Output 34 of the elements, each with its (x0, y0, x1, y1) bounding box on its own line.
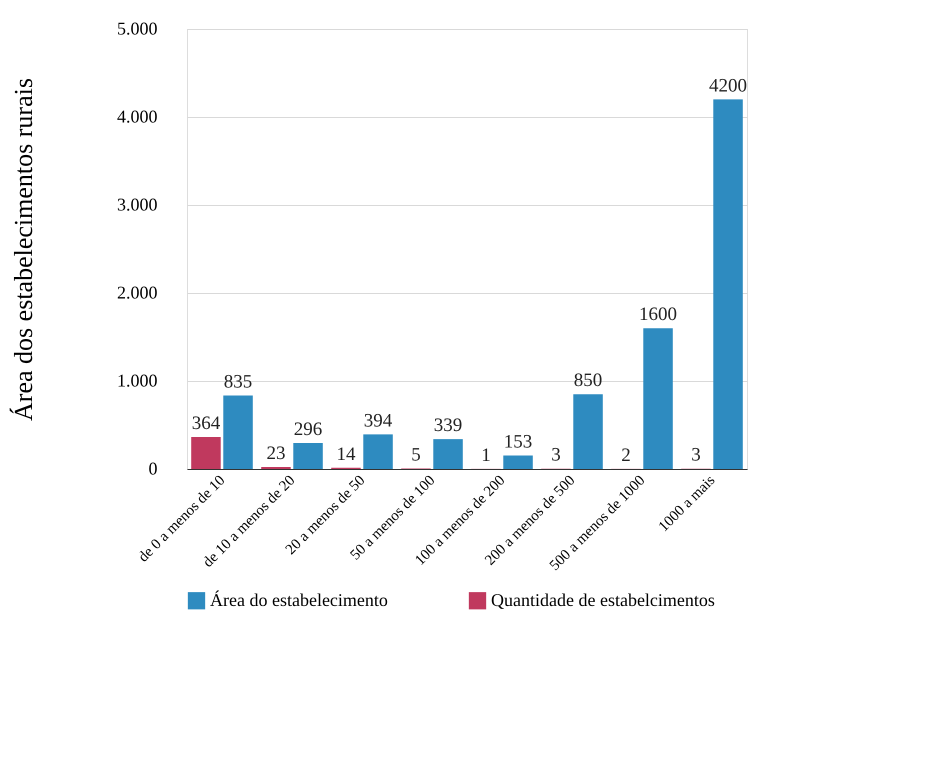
data-label: 1 (481, 444, 491, 466)
y-tick-label: 4.000 (117, 106, 158, 126)
data-label: 3 (551, 444, 561, 466)
data-label: 1600 (639, 304, 678, 326)
data-label: 23 (266, 442, 286, 464)
y-axis-title: Área dos estabelecimentos rurais (9, 78, 38, 421)
data-label: 2 (621, 444, 631, 466)
bar (191, 436, 221, 469)
data-label: 394 (364, 410, 393, 432)
bar (293, 442, 323, 469)
data-label: 835 (224, 372, 252, 393)
data-label: 4200 (709, 75, 748, 96)
legend-label: Área do estabelecimento (210, 590, 388, 610)
bar (573, 394, 603, 469)
bar (433, 439, 463, 469)
data-label: 14 (336, 444, 356, 465)
y-tick-label: 0 (148, 458, 158, 478)
bar (503, 456, 533, 469)
data-label: 339 (434, 415, 462, 436)
y-tick-label: 2.000 (117, 282, 158, 302)
data-label: 5 (411, 444, 421, 466)
y-tick-label: 5.000 (117, 18, 158, 38)
bar (643, 328, 673, 469)
bar (363, 434, 393, 469)
data-label: 364 (192, 412, 221, 434)
data-label: 153 (504, 432, 532, 453)
data-label: 296 (294, 418, 322, 440)
bar (223, 396, 253, 469)
data-label: 850 (574, 370, 602, 392)
legend-label: Quantidade de estabelcimentos (491, 590, 715, 610)
y-tick-label: 3.000 (117, 194, 158, 214)
data-label: 3 (691, 444, 701, 466)
y-tick-label: 1.000 (117, 370, 158, 390)
bar (713, 99, 743, 469)
